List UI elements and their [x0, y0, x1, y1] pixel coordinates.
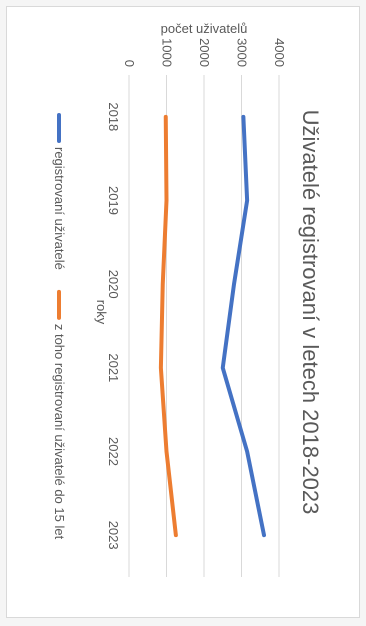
- x-axis-label: roky: [94, 300, 109, 325]
- line-chart: Uživatelé registrovaní v letech 2018-202…: [52, 21, 323, 577]
- rotated-chart: Uživatelé registrovaní v letech 2018-202…: [19, 17, 359, 607]
- x-tick-label: 2020: [106, 270, 121, 299]
- data-point: [242, 116, 244, 118]
- data-point: [162, 283, 164, 285]
- chart-title: Uživatelé registrovaní v letech 2018-202…: [298, 110, 323, 515]
- y-tick-label: 3000: [235, 38, 250, 67]
- x-tick-label: 2021: [106, 353, 121, 382]
- series-lines: [158, 114, 266, 538]
- y-tick-label: 4000: [272, 38, 287, 67]
- data-point: [263, 534, 265, 536]
- x-tick-label: 2023: [106, 521, 121, 550]
- y-tick-labels: 0 1000 2000 3000 4000: [122, 38, 287, 67]
- data-point: [246, 200, 248, 201]
- x-tick-labels: 2018 2019 2020 2021 2022 2023: [106, 102, 121, 549]
- legend-label-1: registrovaní uživatelé: [52, 147, 67, 270]
- data-point: [166, 200, 167, 201]
- y-tick-label: 1000: [160, 38, 175, 67]
- legend-label-2: z toho registrovaní uživatelé do 15 let: [52, 324, 67, 540]
- legend: registrovaní uživatelé z toho registrovan…: [52, 113, 67, 540]
- x-tick-label: 2022: [106, 437, 121, 466]
- chart-frame: Uživatelé registrovaní v letech 2018-202…: [6, 6, 360, 618]
- y-tick-label: 2000: [197, 38, 212, 67]
- series-line-1: [220, 114, 266, 538]
- y-axis-label: počet uživatelů: [161, 21, 248, 36]
- data-point: [165, 116, 167, 118]
- y-tick-label: 0: [122, 60, 137, 67]
- data-point: [246, 451, 248, 452]
- data-point: [166, 451, 167, 452]
- data-point: [160, 367, 162, 369]
- data-point: [222, 367, 224, 369]
- data-point: [233, 283, 235, 285]
- x-tick-label: 2018: [106, 102, 121, 131]
- series-line-2: [158, 114, 178, 538]
- x-tick-label: 2019: [106, 186, 121, 215]
- data-point: [175, 534, 177, 536]
